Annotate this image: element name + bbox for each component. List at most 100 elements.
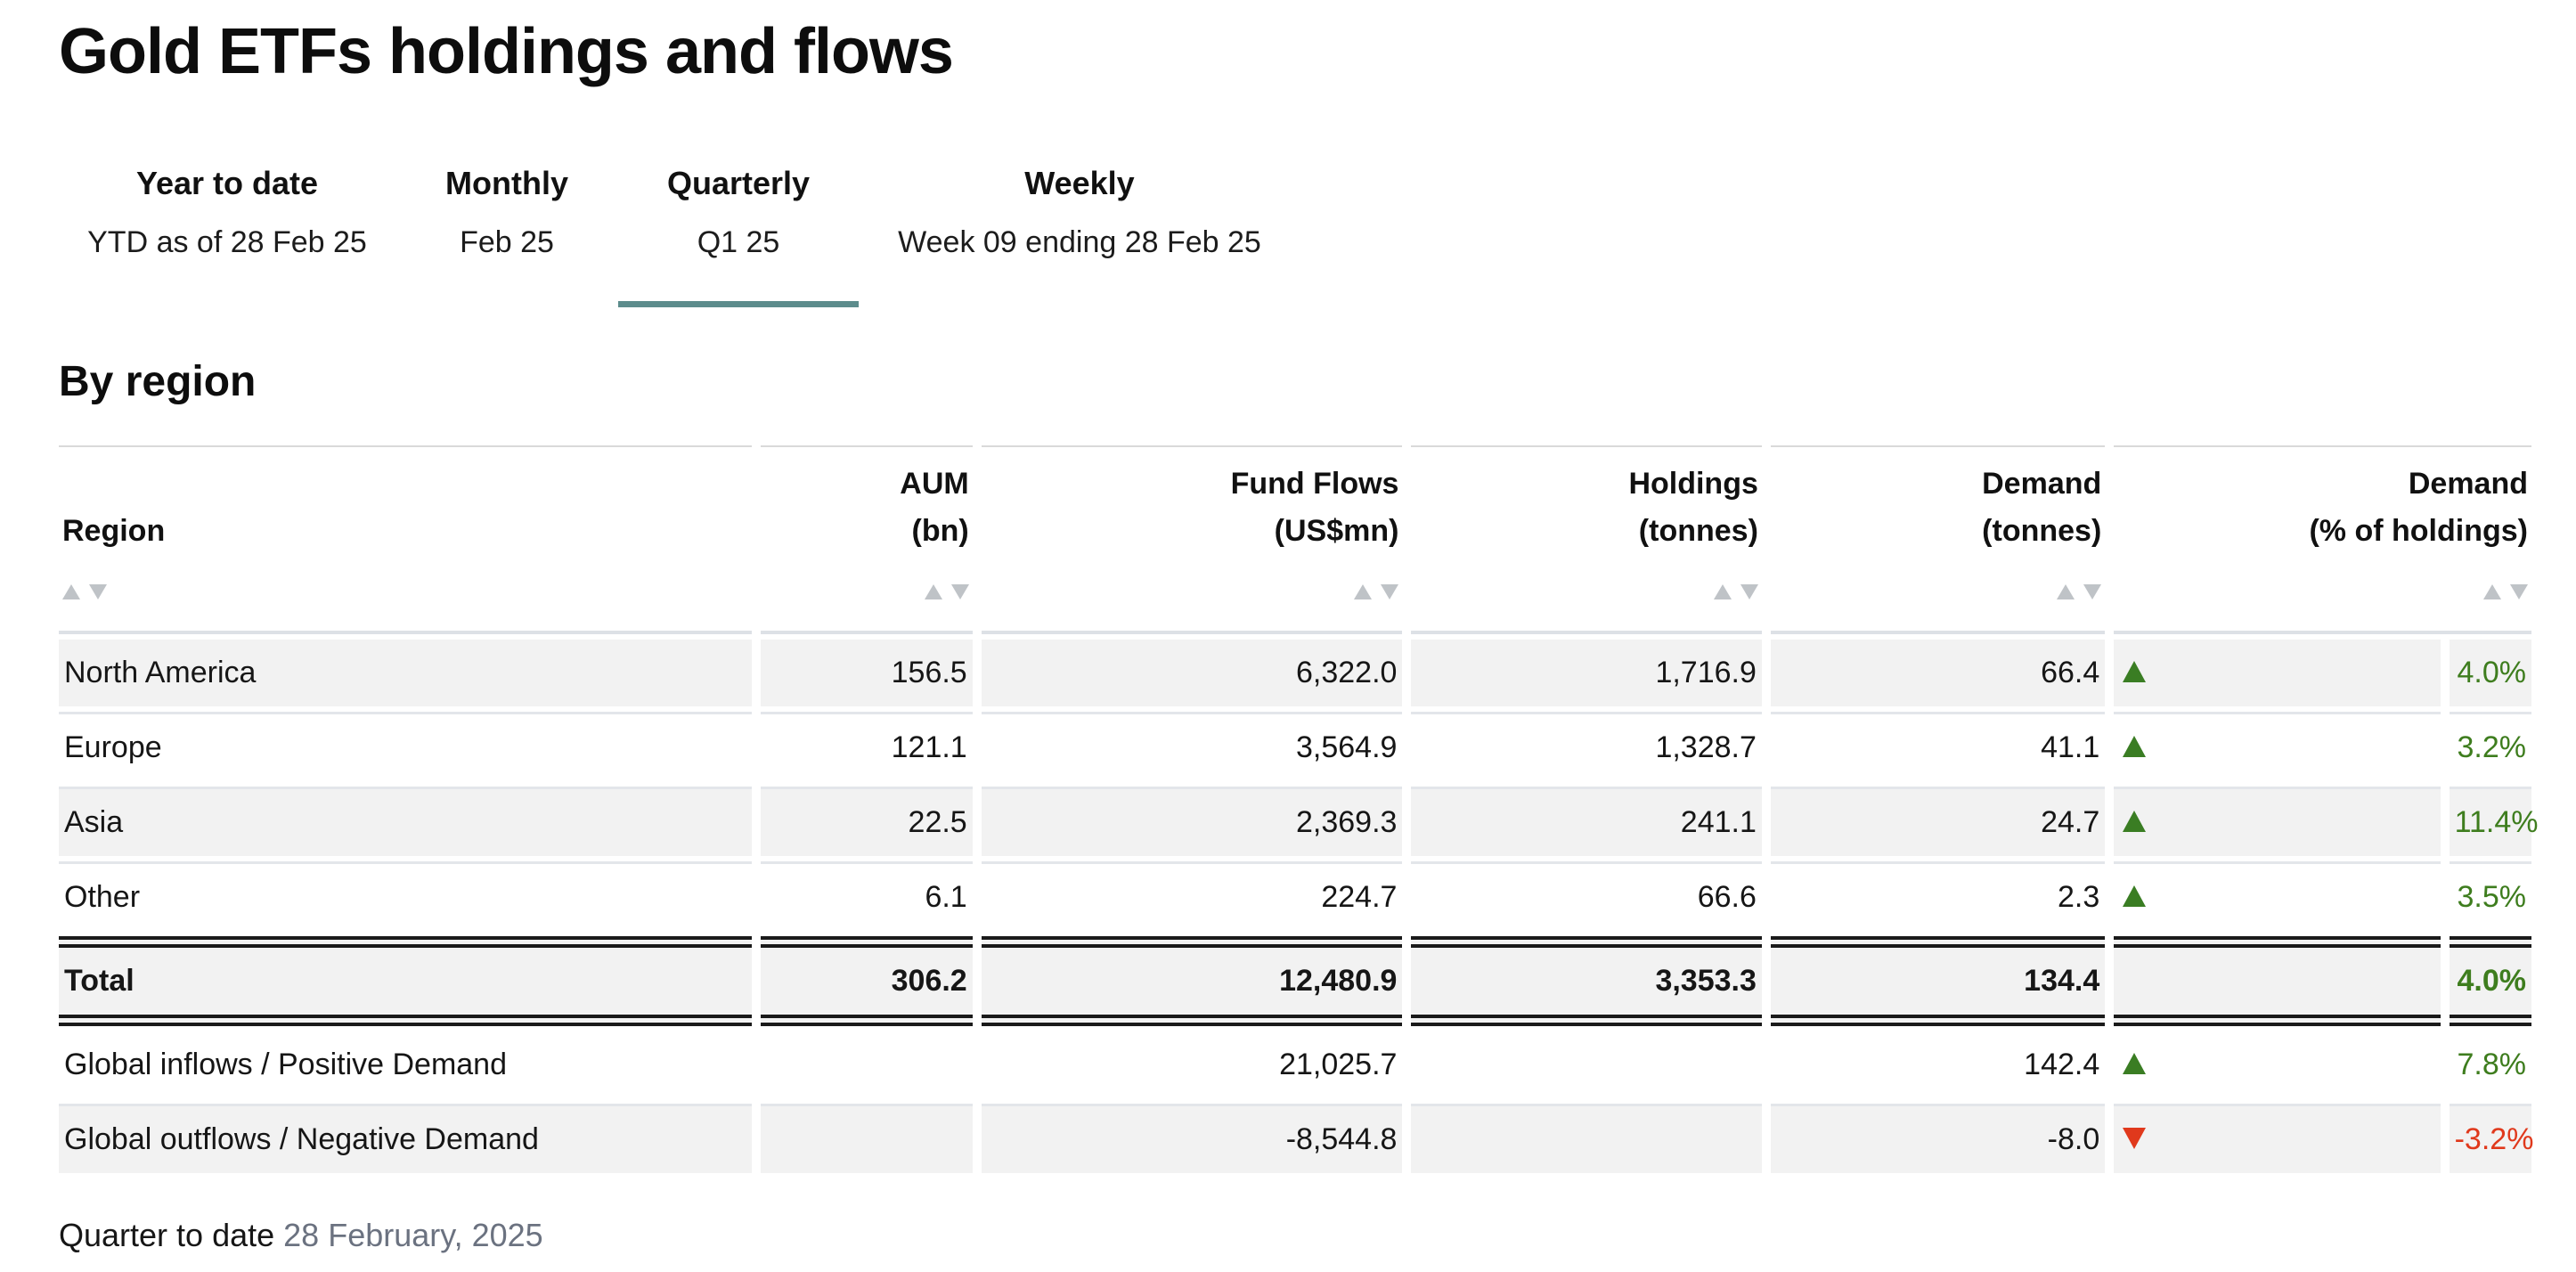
aum-cell: 121.1 [760, 712, 973, 781]
tab-year-to-date[interactable]: Year to date YTD as of 28 Feb 25 [59, 164, 395, 260]
column-label: Demand [1982, 467, 2102, 501]
sort-control-demand-pct[interactable] [2483, 584, 2528, 599]
aum-cell: 156.5 [760, 640, 973, 706]
table-row-global-inflows: Global inflows / Positive Demand 21,025.… [59, 1031, 2531, 1098]
tab-quarterly[interactable]: Quarterly Q1 25 [618, 164, 859, 307]
column-label: AUM [900, 467, 969, 501]
fund-flows-cell: 3,564.9 [981, 712, 1403, 781]
table-header-row: Region AUM (bn) Fund Flows (US$mn) Holdi… [59, 445, 2531, 634]
region-cell: Other [59, 861, 752, 931]
region-cell: Asia [59, 787, 752, 856]
tab-label: Weekly [1024, 165, 1135, 201]
aum-cell: 6.1 [760, 861, 973, 931]
demand-direction-cell [2114, 861, 2441, 931]
fund-flows-cell: 224.7 [981, 861, 1403, 931]
demand-pct-cell: 4.0% [2449, 640, 2531, 706]
region-cell: Total [59, 936, 752, 1026]
sort-control-holdings[interactable] [1713, 584, 1758, 599]
sort-asc-icon [2057, 584, 2075, 599]
holdings-cell: 3,353.3 [1411, 936, 1762, 1026]
sort-asc-icon [2483, 584, 2501, 599]
demand-direction-cell [2114, 640, 2441, 706]
aum-cell [760, 1104, 973, 1173]
sort-control-demand-tonnes[interactable] [2057, 584, 2102, 599]
table-row-europe: Europe 121.1 3,564.9 1,328.7 41.1 3.2% [59, 712, 2531, 781]
active-tab-underline [618, 301, 859, 307]
table-row-asia: Asia 22.5 2,369.3 241.1 24.7 11.4% [59, 787, 2539, 856]
demand-cell: 66.4 [1770, 640, 2106, 706]
holdings-cell [1411, 1031, 1761, 1098]
column-header-demand-tonnes: Demand (tonnes) [1770, 445, 2106, 634]
sort-asc-icon [1354, 584, 1373, 599]
sort-asc-icon [924, 584, 942, 599]
demand-up-icon [2123, 661, 2147, 682]
tab-label: Monthly [445, 165, 568, 201]
fund-flows-cell: 12,480.9 [981, 936, 1403, 1026]
sort-desc-icon [2083, 584, 2102, 599]
section-heading-by-region: By region [59, 358, 257, 405]
aum-cell: 306.2 [760, 936, 973, 1026]
sort-control-fund-flows[interactable] [1354, 584, 1399, 599]
column-label: Fund Flows [1230, 467, 1399, 501]
tab-label: Quarterly [666, 165, 811, 201]
column-unit: (tonnes) [1982, 514, 2102, 548]
by-region-table: Region AUM (bn) Fund Flows (US$mn) Holdi… [50, 440, 2540, 1178]
table-row-north-america: North America 156.5 6,322.0 1,716.9 66.4… [59, 640, 2531, 706]
demand-up-icon [2123, 1053, 2147, 1074]
column-header-aum: AUM (bn) [760, 445, 973, 634]
sort-desc-icon [1740, 584, 1758, 599]
sort-asc-icon [1713, 584, 1732, 599]
aum-cell: 22.5 [760, 787, 973, 856]
fund-flows-cell: 21,025.7 [1279, 1048, 1398, 1081]
demand-pct-cell: 4.0% [2449, 936, 2531, 1026]
demand-direction-cell [2114, 1104, 2441, 1173]
demand-up-icon [2123, 811, 2147, 832]
demand-pct-cell: 3.2% [2449, 712, 2531, 781]
sort-control-region[interactable] [62, 584, 107, 599]
holdings-cell: 66.6 [1411, 861, 1762, 931]
column-unit: (% of holdings) [2309, 514, 2528, 548]
page-title: Gold ETFs holdings and flows [59, 16, 954, 87]
footer-date: 28 February, 2025 [283, 1217, 543, 1253]
demand-down-icon [2123, 1128, 2147, 1149]
fund-flows-cell: 2,369.3 [981, 787, 1403, 856]
demand-up-icon [2123, 736, 2147, 757]
demand-direction-cell [2114, 787, 2441, 856]
column-header-fund-flows: Fund Flows (US$mn) [981, 445, 1403, 634]
demand-direction-cell [2114, 712, 2441, 781]
sort-control-aum[interactable] [924, 584, 969, 599]
demand-cell: 134.4 [1770, 936, 2106, 1026]
sort-desc-icon [2510, 584, 2528, 599]
region-cell: North America [59, 640, 752, 706]
tab-sublabel: Week 09 ending 28 Feb 25 [898, 225, 1261, 259]
demand-pct-cell: -3.2% [2449, 1104, 2533, 1173]
column-unit: (tonnes) [1638, 514, 1758, 548]
tab-monthly[interactable]: Monthly Feb 25 [395, 164, 618, 260]
column-header-region: Region [59, 445, 752, 634]
demand-direction-cell [2114, 1031, 2440, 1098]
column-header-holdings: Holdings (tonnes) [1411, 445, 1762, 634]
aum-cell [761, 1031, 973, 1098]
column-header-demand-pct: Demand (% of holdings) [2114, 445, 2531, 634]
column-label: Holdings [1628, 467, 1758, 501]
region-cell: Global outflows / Negative Demand [59, 1104, 752, 1173]
demand-cell: 41.1 [1770, 712, 2106, 781]
holdings-cell: 241.1 [1411, 787, 1762, 856]
demand-pct-cell: 7.8% [2457, 1048, 2527, 1081]
table-row-total: Total 306.2 12,480.9 3,353.3 134.4 4.0% [59, 936, 2531, 1026]
tab-weekly[interactable]: Weekly Week 09 ending 28 Feb 25 [859, 164, 1300, 260]
footer-note: Quarter to date 28 February, 2025 [59, 1216, 2576, 1255]
demand-cell: 142.4 [2024, 1048, 2100, 1081]
holdings-cell: 1,716.9 [1411, 640, 1762, 706]
footer-label: Quarter to date [59, 1217, 275, 1253]
tab-sublabel: YTD as of 28 Feb 25 [87, 225, 367, 259]
demand-pct-cell: 3.5% [2449, 861, 2531, 931]
holdings-cell [1411, 1104, 1762, 1173]
demand-pct-cell: 11.4% [2449, 787, 2539, 856]
column-label: Region [62, 514, 166, 548]
period-tabs: Year to date YTD as of 28 Feb 25 Monthly… [59, 164, 2576, 307]
region-cell: Europe [59, 712, 752, 781]
sort-desc-icon [1381, 584, 1399, 599]
table-row-other: Other 6.1 224.7 66.6 2.3 3.5% [59, 861, 2531, 931]
tab-sublabel: Q1 25 [697, 225, 780, 259]
